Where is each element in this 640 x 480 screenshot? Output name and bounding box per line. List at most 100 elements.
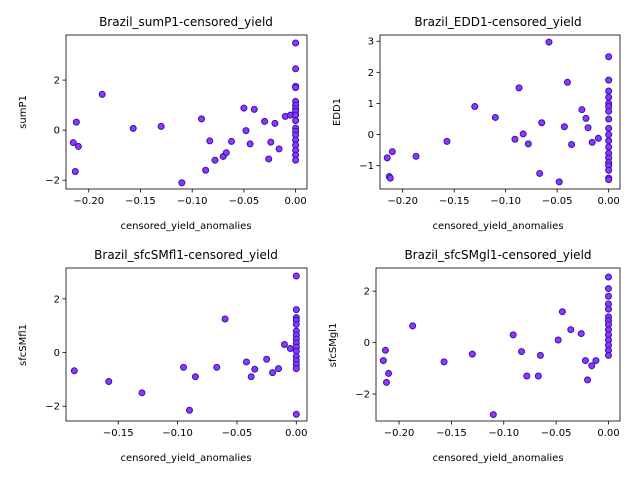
scatter-point (509, 331, 517, 339)
scatter-point (581, 357, 589, 365)
scatter-point (191, 373, 199, 381)
scatter-point (515, 84, 523, 92)
scatter-point (222, 149, 230, 157)
panel-sfcSMgl1: Brazil_sfcSMgl1-censored_yield censored_… (328, 248, 592, 464)
scatter-point (605, 76, 613, 84)
x-tick-label: 0.00 (284, 196, 306, 207)
scatter-point (240, 104, 248, 112)
x-tick-label: −0.15 (125, 196, 156, 207)
scatter-point (275, 145, 283, 153)
plot-area: −0.15 −0.10 −0.05 0.00 −2 0 2 (45, 267, 308, 439)
scatter-point (265, 155, 273, 163)
x-tick-label: 0.00 (285, 428, 307, 439)
scatter-point (72, 118, 80, 126)
scatter-point (568, 141, 576, 149)
scatter-point (211, 156, 219, 164)
scatter-point (605, 143, 613, 151)
scatter-point (588, 362, 596, 370)
scatter-point (605, 53, 613, 61)
scatter-point (292, 365, 300, 373)
x-tick-label: −0.15 (103, 428, 134, 439)
scatter-point (518, 348, 526, 356)
scatter-point (221, 315, 229, 323)
scatter-point (292, 306, 300, 314)
scatter-point (381, 346, 389, 354)
scatter-point (178, 179, 186, 187)
scatter-point (563, 78, 571, 86)
scatter-point (605, 115, 613, 123)
panel-sfcSMfl1: Brazil_sfcSMfl1-censored_yield censored_… (18, 248, 278, 464)
scatter-point (379, 357, 387, 365)
scatter-point (594, 134, 602, 142)
scatter-point (491, 113, 499, 121)
scatter-point (605, 131, 613, 139)
scatter-point (180, 363, 188, 371)
scatter-point (605, 107, 613, 115)
scatter-point (286, 345, 294, 353)
scatter-point (382, 378, 390, 386)
scatter-point (202, 166, 210, 174)
scatter-point (409, 322, 417, 330)
x-tick-label: −0.15 (436, 428, 467, 439)
scatter-point (98, 90, 106, 98)
axes-frame (65, 267, 308, 422)
plot-areas: −0.20 −0.15 −0.10 −0.05 0.00 −2 0 2 −0.20 −0.15 −0… (45, 34, 621, 439)
panel-EDD1: Brazil_EDD1-censored_yield censored_yiel… (332, 15, 582, 232)
x-tick-label: −0.05 (222, 428, 253, 439)
x-tick-label: −0.10 (488, 428, 519, 439)
scatter-point (524, 140, 532, 148)
scatter-point (227, 137, 235, 145)
scatter-point (185, 406, 193, 414)
scatter-point (292, 272, 300, 280)
y-tick-label: 2 (364, 287, 370, 298)
scatter-point (511, 135, 519, 143)
y-tick-label: 0 (54, 126, 60, 137)
x-tick-label: −0.05 (542, 196, 573, 207)
x-tick-label: −0.20 (384, 428, 415, 439)
scatter-point (545, 38, 553, 46)
scatter-point (292, 410, 300, 418)
scatter-point (280, 341, 288, 348)
scatter-point (582, 114, 590, 122)
x-tick-label: −0.20 (73, 196, 104, 207)
y-tick-label: −2 (45, 402, 60, 413)
y-tick-label: −2 (45, 176, 60, 187)
plot-area: −0.20 −0.15 −0.10 −0.05 0.00 −2 0 2 (355, 267, 621, 439)
scatter-point (71, 167, 79, 175)
scatter-point (250, 105, 258, 113)
scatter-point (70, 367, 78, 375)
scatter-point (519, 130, 527, 138)
scatter-point (292, 84, 300, 92)
scatter-point (292, 39, 300, 47)
scatter-point (558, 308, 566, 316)
scatter-point (605, 166, 613, 174)
y-tick-label: 1 (368, 99, 374, 110)
x-tick-label: 0.00 (598, 196, 620, 207)
scatter-point (275, 365, 283, 373)
x-axis-label: censored_yield_anomalies (432, 221, 563, 232)
scatter-point (292, 65, 300, 73)
scatter-point (604, 273, 612, 281)
scatter-point (443, 137, 451, 145)
scatter-point (567, 326, 575, 334)
x-tick-label: −0.10 (162, 428, 193, 439)
y-tick-label: 0 (368, 130, 374, 141)
scatter-point (242, 358, 250, 366)
x-axis-label: censored_yield_anomalies (120, 453, 251, 464)
scatter-point (584, 124, 592, 132)
scatter-point (292, 156, 300, 164)
scatter-point (263, 355, 271, 363)
panel-title: Brazil_sumP1-censored_yield (99, 15, 273, 29)
scatter-point (206, 137, 214, 145)
scatter-point (157, 122, 165, 130)
scatter-point (578, 106, 586, 114)
x-tick-label: −0.10 (177, 196, 208, 207)
scatter-point (385, 369, 393, 377)
scatter-point (105, 378, 113, 386)
scatter-point (261, 117, 269, 125)
scatter-point (213, 363, 221, 371)
axes-frame (375, 267, 621, 422)
scatter-point (577, 330, 585, 338)
scatter-point (605, 124, 613, 132)
